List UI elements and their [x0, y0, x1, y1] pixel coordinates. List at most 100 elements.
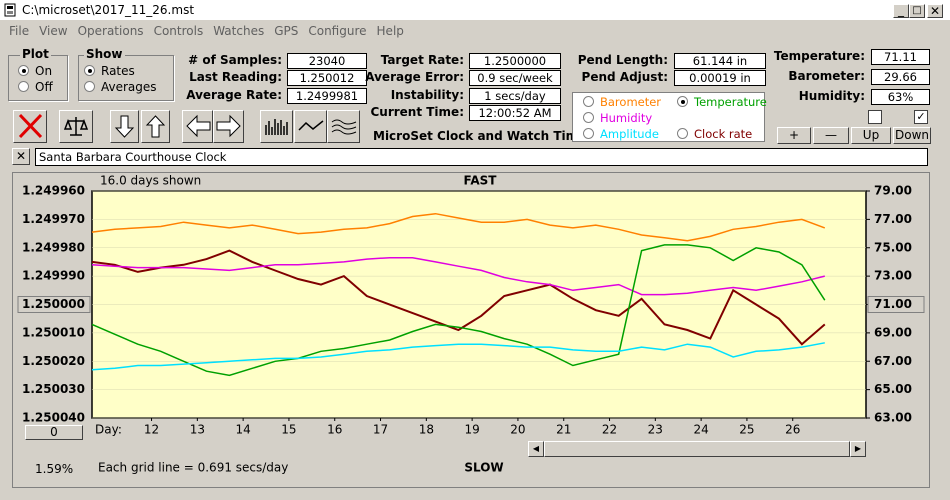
chart-title: FAST: [464, 174, 498, 188]
clear-name-button[interactable]: ✕: [12, 148, 30, 165]
x-tick-label: 17: [373, 423, 388, 437]
legend-label: Barometer: [600, 95, 662, 109]
field-value[interactable]: 12:00:52 AM: [469, 105, 561, 121]
series-option[interactable]: Barometer: [583, 95, 661, 109]
menu-item[interactable]: View: [39, 24, 68, 38]
up-arrow-button[interactable]: [141, 110, 170, 143]
checkbox[interactable]: ✓: [914, 110, 928, 124]
y2-tick-label: 75.00: [874, 240, 912, 254]
close-button[interactable]: ✕: [927, 4, 943, 18]
field-label: Current Time:: [370, 105, 464, 119]
legend-label: Temperature: [694, 95, 767, 109]
app-icon: [4, 3, 16, 17]
wave-view-button[interactable]: [327, 110, 360, 143]
radio-label: Averages: [101, 80, 157, 94]
balance-icon: [63, 117, 89, 136]
series-option[interactable]: Amplitude: [583, 127, 659, 141]
maximize-button[interactable]: □: [909, 4, 925, 18]
adjust-button[interactable]: +: [777, 127, 811, 144]
chart-subtitle: 16.0 days shown: [100, 174, 201, 188]
radio-dot: [84, 81, 95, 92]
field-label: Instability:: [390, 88, 464, 102]
y-tick-label: 1.249970: [22, 212, 85, 226]
x-tick-label: 12: [144, 423, 159, 437]
x-tick-label: 25: [739, 423, 754, 437]
field-value[interactable]: 29.66: [871, 69, 930, 85]
field-value[interactable]: 61.144 in: [674, 53, 766, 69]
y2-tick-label: 73.00: [874, 269, 912, 283]
tick-button[interactable]: [17, 296, 91, 313]
field-label: Barometer:: [788, 69, 865, 83]
minimize-button[interactable]: _: [893, 4, 909, 18]
checkbox[interactable]: [868, 110, 882, 124]
adjust-button[interactable]: —: [813, 127, 849, 144]
radio-dot: [18, 81, 29, 92]
menu-item[interactable]: File: [9, 24, 30, 38]
radio-option[interactable]: Rates: [84, 64, 135, 78]
up-arrow-icon: [145, 115, 165, 138]
field-label: Pend Adjust:: [581, 70, 668, 84]
radio-option[interactable]: Off: [18, 80, 53, 94]
legend-label: Clock rate: [694, 127, 753, 141]
field-value[interactable]: 1.250012: [287, 70, 367, 86]
scroll-right[interactable]: ▶: [850, 441, 866, 457]
menu-item[interactable]: Configure: [308, 24, 367, 38]
series-option[interactable]: Humidity: [583, 111, 652, 125]
series-option[interactable]: Temperature: [677, 95, 767, 109]
scroll-left[interactable]: ◀: [528, 441, 544, 457]
menu-item[interactable]: Controls: [153, 24, 204, 38]
field-value[interactable]: 63%: [871, 89, 930, 105]
menu-item[interactable]: GPS: [274, 24, 299, 38]
offset-button[interactable]: 0: [25, 425, 83, 440]
x-tick-label: 23: [648, 423, 663, 437]
menu-item[interactable]: Help: [376, 24, 404, 38]
wave-view-icon: [331, 119, 356, 135]
y-tick-label: 1.249990: [22, 269, 85, 283]
show-group: [78, 55, 174, 101]
adjust-button[interactable]: Down: [893, 127, 931, 144]
clock-name-field[interactable]: Santa Barbara Courthouse Clock: [35, 148, 928, 166]
histogram-button[interactable]: [260, 110, 293, 143]
radio-dot: [84, 65, 95, 76]
line-view-button[interactable]: [294, 110, 327, 143]
radio-option[interactable]: On: [18, 64, 52, 78]
x-tick-label: 26: [785, 423, 800, 437]
field-value[interactable]: 71.11: [871, 49, 930, 65]
field-label: Average Error:: [365, 70, 464, 84]
legend-label: Humidity: [600, 111, 653, 125]
series-line: [91, 244, 826, 377]
y-tick-label: 1.250000: [22, 297, 85, 311]
menu-item[interactable]: Operations: [77, 24, 144, 38]
radio-option[interactable]: Averages: [84, 80, 157, 94]
field-value[interactable]: 0.00019 in: [674, 70, 766, 86]
down-arrow-button[interactable]: [110, 110, 139, 143]
menu-item[interactable]: Watches: [213, 24, 265, 38]
app-name: MicroSet Clock and Watch Timer: [373, 129, 593, 143]
stop-icon: [18, 113, 43, 139]
radio-dot: [583, 96, 594, 107]
y2-tick-label: 63.00: [874, 411, 912, 425]
radio-label: Rates: [101, 64, 135, 78]
y-tick-label: 1.249960: [22, 184, 85, 198]
field-value[interactable]: 1 secs/day: [469, 88, 561, 104]
y2-tick-label: 71.00: [874, 297, 912, 311]
left-arrow-button[interactable]: [182, 110, 213, 143]
x-tick-label: 20: [510, 423, 525, 437]
scroll-thumb[interactable]: [544, 441, 850, 457]
x-tick-label: 16: [327, 423, 342, 437]
balance-button[interactable]: [59, 110, 93, 143]
stop-button[interactable]: [13, 110, 47, 143]
field-value[interactable]: 1.2499981: [287, 88, 367, 104]
x-axis-label: Day:: [95, 423, 122, 437]
series-option[interactable]: Clock rate: [677, 127, 752, 141]
adjust-button[interactable]: Up: [851, 127, 891, 144]
tick-button[interactable]: [867, 296, 925, 313]
y-tick-label: 1.250040: [22, 411, 85, 425]
right-arrow-button[interactable]: [213, 110, 244, 143]
field-value[interactable]: 1.2500000: [469, 53, 561, 69]
field-value[interactable]: 23040: [287, 53, 367, 69]
x-tick-label: 13: [190, 423, 205, 437]
field-value[interactable]: 0.9 sec/week: [469, 70, 561, 86]
